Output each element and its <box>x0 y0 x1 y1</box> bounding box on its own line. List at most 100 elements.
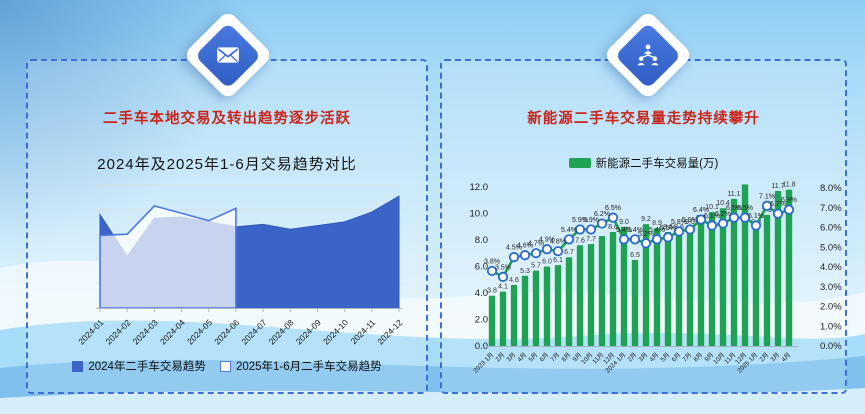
svg-text:6.5%: 6.5% <box>726 205 742 212</box>
svg-text:4.5%: 4.5% <box>506 245 522 252</box>
legend-label-2024: 2024年二手车交易趋势 <box>88 361 206 373</box>
svg-text:7.1%: 7.1% <box>759 193 775 200</box>
used-car-trend-panel: 二手车本地交易及转出趋势逐步活跃 2024年及2025年1-6月交易趋势对比 2… <box>26 59 428 394</box>
left-panel-title: 二手车本地交易及转出趋势逐步活跃 <box>103 111 351 127</box>
svg-text:6.5%: 6.5% <box>605 205 621 212</box>
svg-text:4月: 4月 <box>780 351 793 364</box>
right-chart-legend: 新能源二手车交易量(万) <box>442 155 845 171</box>
svg-text:4.9%: 4.9% <box>539 237 555 244</box>
svg-text:6.0%: 6.0% <box>820 223 842 234</box>
svg-text:2024-04: 2024-04 <box>158 317 187 346</box>
svg-text:6.2%: 6.2% <box>594 211 610 218</box>
svg-text:5.4%: 5.4% <box>561 227 577 234</box>
svg-text:8月: 8月 <box>692 351 705 364</box>
svg-text:4.0: 4.0 <box>475 288 488 299</box>
svg-text:6.1%: 6.1% <box>704 213 720 220</box>
svg-text:2024-07: 2024-07 <box>239 317 268 346</box>
svg-text:7月: 7月 <box>681 351 694 364</box>
svg-text:6月: 6月 <box>670 351 683 364</box>
svg-text:5.9%: 5.9% <box>572 217 588 224</box>
left-chart-legend: 2024年二手车交易趋势 2025年1-6月二手车交易趋势 <box>28 358 426 374</box>
svg-text:5.3: 5.3 <box>520 268 530 275</box>
svg-text:7.0%: 7.0% <box>820 203 842 214</box>
svg-text:6.4%: 6.4% <box>693 207 709 214</box>
legend-swatch-nev-volume <box>568 158 591 168</box>
svg-text:5.8%: 5.8% <box>671 219 687 226</box>
svg-text:9.0: 9.0 <box>619 219 629 226</box>
svg-text:6.2%: 6.2% <box>715 211 731 218</box>
legend-item-2025: 2025年1-6月二手车交易趋势 <box>219 358 382 374</box>
badge-tile <box>194 21 262 89</box>
nev-bar-line-chart: 0.0 2.0 4.0 6.0 8.0 10.0 12.0 0.0% 1.0% 2.0% 3.0% 4… <box>470 182 843 375</box>
svg-text:3月: 3月 <box>637 351 650 364</box>
svg-text:8.0%: 8.0% <box>820 183 842 194</box>
right-panel-title: 新能源二手车交易量走势持续攀升 <box>527 111 760 127</box>
svg-text:1.0%: 1.0% <box>820 321 842 332</box>
svg-text:11.7: 11.7 <box>771 183 784 190</box>
svg-text:10.1: 10.1 <box>705 204 719 211</box>
svg-text:12.0: 12.0 <box>470 182 489 193</box>
trend-area-chart: 2024-012024-022024-032024-042024-052024-… <box>76 184 405 346</box>
badge-frame <box>182 9 274 101</box>
svg-text:5.7: 5.7 <box>531 262 541 269</box>
right-panel-badge <box>602 9 694 101</box>
svg-text:8.6: 8.6 <box>608 224 618 231</box>
svg-text:2024-10: 2024-10 <box>321 317 350 346</box>
svg-text:2月: 2月 <box>494 351 507 364</box>
svg-text:4.7%: 4.7% <box>528 241 544 248</box>
svg-text:10.0: 10.0 <box>470 209 489 220</box>
left-panel-badge <box>182 9 274 101</box>
svg-text:5.4%: 5.4% <box>627 227 643 234</box>
svg-text:0.0: 0.0 <box>475 341 488 352</box>
svg-text:5.0%: 5.0% <box>820 242 842 253</box>
svg-text:7月: 7月 <box>549 351 562 364</box>
svg-text:11.8: 11.8 <box>782 182 795 189</box>
svg-text:2024-08: 2024-08 <box>267 317 296 346</box>
badge-frame <box>602 9 694 101</box>
svg-text:8.9: 8.9 <box>652 220 662 227</box>
svg-text:5.9%: 5.9% <box>583 217 599 224</box>
svg-text:9.2: 9.2 <box>641 216 651 223</box>
svg-text:5.5%: 5.5% <box>660 225 676 232</box>
svg-text:2月: 2月 <box>626 351 639 364</box>
svg-text:6.0: 6.0 <box>542 259 552 266</box>
svg-text:2023 1月: 2023 1月 <box>472 351 496 375</box>
svg-text:7.7: 7.7 <box>586 236 596 243</box>
svg-text:4.6%: 4.6% <box>517 243 533 250</box>
svg-text:4.0%: 4.0% <box>820 262 842 273</box>
legend-label-2025: 2025年1-6月二手车交易趋势 <box>235 361 382 373</box>
svg-text:3.5%: 3.5% <box>495 264 511 271</box>
svg-text:2024-11: 2024-11 <box>349 317 378 346</box>
svg-text:10月: 10月 <box>579 351 594 366</box>
svg-text:5.2%: 5.2% <box>638 231 654 238</box>
team-network-icon <box>637 44 659 66</box>
svg-text:3.0%: 3.0% <box>820 282 842 293</box>
svg-text:2024-05: 2024-05 <box>185 317 214 346</box>
svg-text:6.5: 6.5 <box>630 252 640 259</box>
svg-text:5.9%: 5.9% <box>682 217 698 224</box>
svg-text:7.6: 7.6 <box>575 237 585 244</box>
badge-tile <box>614 21 682 89</box>
svg-text:8.0: 8.0 <box>475 235 488 246</box>
legend-item-nev-volume: 新能源二手车交易量(万) <box>568 155 719 171</box>
svg-text:3月: 3月 <box>769 351 782 364</box>
svg-text:6.9%: 6.9% <box>781 197 797 204</box>
svg-text:4.6: 4.6 <box>509 277 519 284</box>
svg-text:6.1: 6.1 <box>553 257 563 264</box>
svg-text:4.8%: 4.8% <box>550 239 566 246</box>
svg-text:8月: 8月 <box>560 351 573 364</box>
svg-text:6.7%: 6.7% <box>770 201 786 208</box>
legend-label-nev-volume: 新能源二手车交易量(万) <box>595 158 719 170</box>
svg-text:6月: 6月 <box>538 351 551 364</box>
svg-text:10.4: 10.4 <box>716 200 730 207</box>
svg-text:2024-09: 2024-09 <box>294 317 323 346</box>
nev-volume-panel: 新能源二手车交易量走势持续攀升 新能源二手车交易量(万) 0.0 2.0 4.0 6.… <box>440 59 847 394</box>
svg-text:2024-12: 2024-12 <box>375 317 404 346</box>
svg-text:2024-06: 2024-06 <box>212 317 241 346</box>
svg-text:8.6: 8.6 <box>663 224 673 231</box>
svg-text:11.1: 11.1 <box>727 191 740 198</box>
svg-text:6.7: 6.7 <box>564 249 574 256</box>
svg-text:2月: 2月 <box>758 351 771 364</box>
svg-text:6.1%: 6.1% <box>748 213 764 220</box>
svg-text:2024-03: 2024-03 <box>131 317 160 346</box>
